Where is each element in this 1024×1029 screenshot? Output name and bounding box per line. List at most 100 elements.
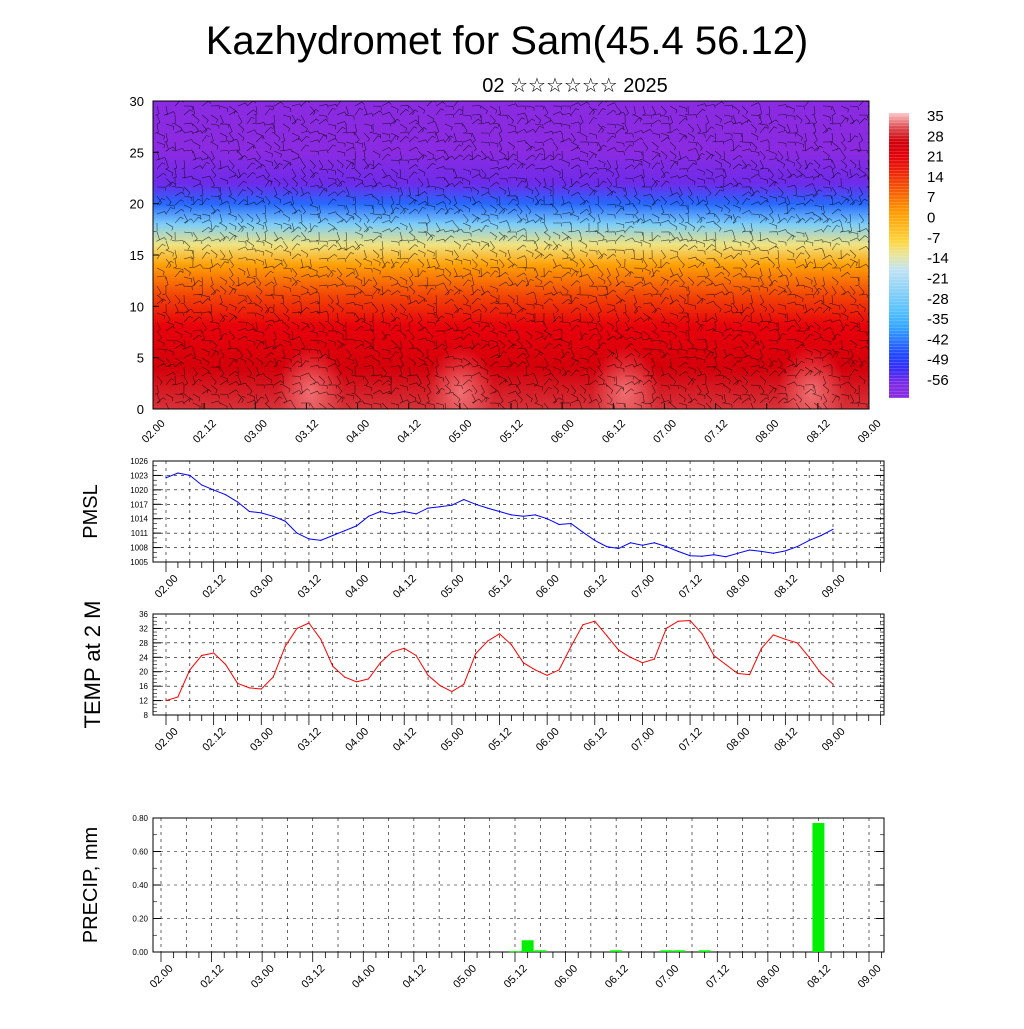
colorbar: 35 28 21 14 7 0 -7 -14 -21 -28 -35 -42 -49 -56	[889, 108, 949, 398]
data-point	[629, 656, 632, 658]
data-point	[760, 647, 763, 649]
data-point	[403, 510, 405, 513]
data-point	[248, 510, 250, 513]
data-point	[415, 513, 417, 515]
data-point	[677, 620, 679, 622]
data-point	[463, 683, 465, 685]
y-tick-label: 0.80	[132, 814, 148, 823]
x-tick-label: 06.00	[534, 726, 562, 754]
series-line	[165, 619, 834, 702]
x-tick-label: 08.00	[755, 963, 783, 991]
data-point	[808, 539, 810, 541]
x-tick-label: 08.00	[724, 573, 752, 601]
data-point	[677, 550, 679, 553]
data-point	[784, 550, 786, 552]
y-tick-label: 15	[130, 248, 144, 263]
x-tick-label: 02.12	[198, 963, 226, 991]
data-point	[486, 640, 489, 642]
y-tick-label: 1008	[130, 544, 148, 553]
x-tick-label: 07.00	[653, 963, 681, 991]
colorbar-label: -49	[927, 352, 949, 369]
panel-frame	[152, 460, 885, 563]
data-point	[749, 674, 751, 676]
data-point	[522, 662, 524, 664]
x-tick-label: 07.00	[651, 418, 679, 446]
data-point	[570, 522, 572, 525]
data-point	[689, 555, 691, 557]
x-tick-label: 05.00	[439, 573, 467, 601]
data-point	[236, 682, 239, 684]
data-point	[403, 647, 405, 649]
x-tick-label: 07.12	[704, 963, 732, 991]
wind-barbs	[153, 101, 869, 409]
data-point	[689, 619, 691, 622]
data-point	[665, 627, 667, 630]
y-tick-label: 12	[139, 697, 148, 706]
data-point	[832, 683, 834, 685]
data-point	[558, 523, 560, 526]
heatmap-warm-spot	[777, 346, 846, 409]
data-point	[749, 549, 751, 551]
colorbar-label: -35	[927, 311, 949, 328]
data-point	[332, 665, 334, 667]
y-tick-label: 28	[139, 639, 148, 648]
data-point	[498, 510, 501, 513]
y-tick-label: 16	[139, 682, 148, 691]
data-point	[534, 514, 536, 516]
y-axis-label: PRECIP, mm	[80, 827, 102, 943]
x-tick-label: 02.12	[191, 418, 219, 446]
x-tick-label: 03.12	[293, 418, 321, 446]
x-tick-label: 04.00	[350, 963, 378, 991]
data-point	[760, 550, 763, 553]
y-tick-label: 1014	[130, 515, 148, 524]
x-tick-label: 08.12	[772, 573, 800, 601]
colorbar-label: -42	[927, 331, 949, 348]
page-title: Kazhydromet for Sam(45.4 56.12)	[206, 19, 809, 63]
data-point	[284, 520, 286, 522]
y-axis-label: TEMP at 2 M	[80, 601, 105, 729]
bar	[673, 950, 686, 952]
colorbar-label: 0	[927, 210, 935, 227]
x-tick-label: 04.12	[391, 573, 419, 601]
x-tick-label: 05.00	[447, 418, 475, 446]
data-point	[320, 638, 322, 640]
x-tick-label: 07.00	[629, 726, 657, 754]
data-point	[796, 642, 798, 644]
data-point	[165, 699, 167, 702]
data-point	[379, 510, 381, 513]
x-tick-label: 03.00	[249, 963, 277, 991]
data-point	[618, 547, 620, 550]
data-point	[248, 687, 250, 689]
data-point	[546, 518, 548, 520]
data-point	[332, 534, 334, 537]
data-point	[224, 494, 227, 496]
data-point	[272, 676, 274, 678]
data-point	[308, 622, 310, 624]
data-point	[355, 525, 358, 527]
x-tick-label: 02.00	[153, 573, 181, 601]
x-tick-label: 05.00	[451, 963, 479, 991]
y-tick-label: 1023	[130, 471, 148, 480]
x-tick-label: 03.00	[242, 418, 270, 446]
data-point	[534, 669, 536, 671]
grid	[153, 460, 884, 563]
x-tick-label: 02.12	[200, 573, 228, 601]
data-point	[189, 474, 191, 477]
x-tick-label: 03.12	[299, 963, 327, 991]
y-tick-label: 0.00	[132, 948, 148, 957]
bar	[660, 950, 673, 952]
data-point	[808, 656, 810, 658]
bar	[812, 823, 825, 952]
bar	[698, 950, 711, 952]
data-point	[498, 633, 501, 635]
x-tick-label: 05.00	[439, 726, 467, 754]
y-tick-label: 1011	[131, 529, 149, 538]
data-point	[391, 651, 393, 653]
data-point	[260, 688, 262, 690]
data-point	[832, 528, 834, 530]
x-tick-label: 03.00	[248, 726, 276, 754]
y-tick-label: 0.40	[132, 881, 148, 890]
data-point	[784, 638, 786, 640]
x-tick-label: 06.00	[552, 963, 580, 991]
